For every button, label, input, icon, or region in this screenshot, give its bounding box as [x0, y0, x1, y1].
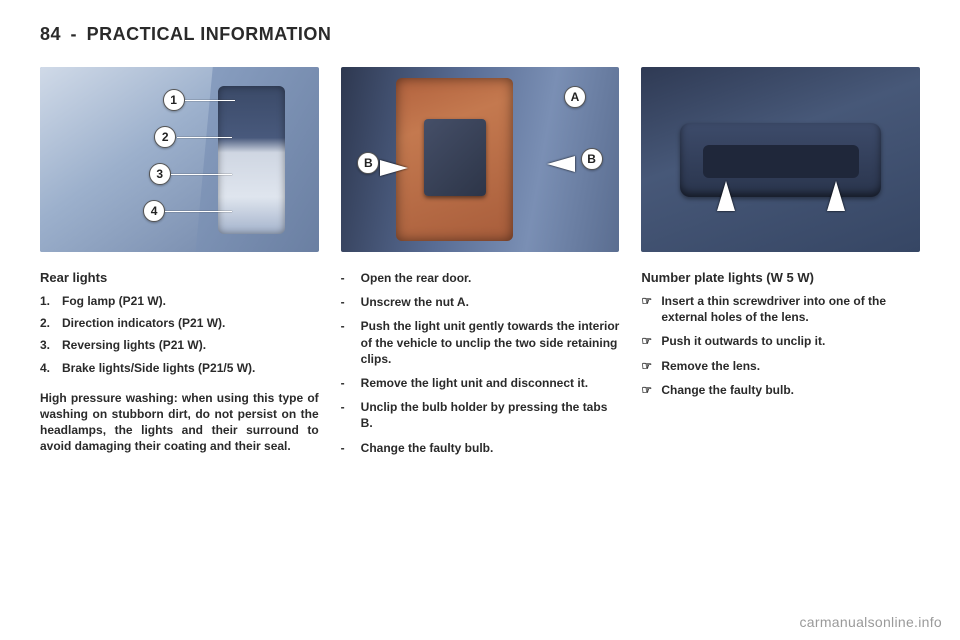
item-text: Direction indicators (P21 W).	[62, 315, 225, 331]
callout-a: A	[564, 86, 586, 108]
bullet: -	[341, 294, 361, 310]
list-item: -Remove the light unit and disconnect it…	[341, 375, 620, 391]
item-text: Push it outwards to unclip it.	[661, 333, 825, 349]
leader-4	[165, 211, 232, 212]
arrow-up-left-icon	[717, 181, 735, 211]
content-columns: 1 2 3 4 Rear lights 1.Fog lamp (P21 W). …	[40, 67, 920, 464]
callout-b-left: B	[357, 152, 379, 174]
item-text: Unclip the bulb holder by pressing the t…	[361, 399, 620, 431]
arrow-up-right-icon	[827, 181, 845, 211]
callout-3: 3	[149, 163, 171, 185]
bullet: ☞	[641, 358, 661, 374]
item-text: Brake lights/Side lights (P21/5 W).	[62, 360, 255, 376]
removal-steps-list: -Open the rear door. -Unscrew the nut A.…	[341, 270, 620, 456]
list-item: ☞Remove the lens.	[641, 358, 920, 374]
number-plate-heading: Number plate lights (W 5 W)	[641, 270, 920, 285]
bullet: -	[341, 375, 361, 391]
list-item: ☞Insert a thin screwdriver into one of t…	[641, 293, 920, 325]
column-2: A B B -Open the rear door. -Unscrew the …	[341, 67, 620, 464]
bullet: -	[341, 270, 361, 286]
arrow-right-icon	[380, 160, 408, 176]
washing-note: High pressure washing: when using this t…	[40, 390, 319, 455]
list-item: -Change the faulty bulb.	[341, 440, 620, 456]
list-item: -Unscrew the nut A.	[341, 294, 620, 310]
bullet: ☞	[641, 293, 661, 325]
list-item: -Open the rear door.	[341, 270, 620, 286]
bullet: ☞	[641, 333, 661, 349]
list-item: 2.Direction indicators (P21 W).	[40, 315, 319, 331]
callout-b-right: B	[581, 148, 603, 170]
item-text: Fog lamp (P21 W).	[62, 293, 166, 309]
bullet: -	[341, 440, 361, 456]
figure-number-plate-light	[641, 67, 920, 252]
rear-lights-heading: Rear lights	[40, 270, 319, 285]
list-item: -Push the light unit gently towards the …	[341, 318, 620, 367]
leader-3	[171, 174, 232, 175]
list-item: ☞Change the faulty bulb.	[641, 382, 920, 398]
column-1: 1 2 3 4 Rear lights 1.Fog lamp (P21 W). …	[40, 67, 319, 464]
bulb-holder-board	[424, 119, 485, 197]
number-plate-steps-list: ☞Insert a thin screwdriver into one of t…	[641, 293, 920, 398]
bullet: -	[341, 399, 361, 431]
callout-1: 1	[163, 89, 185, 111]
list-item: ☞Push it outwards to unclip it.	[641, 333, 920, 349]
item-text: Remove the lens.	[661, 358, 760, 374]
car-body-panel	[40, 67, 213, 252]
item-text: Remove the light unit and disconnect it.	[361, 375, 588, 391]
item-text: Insert a thin screwdriver into one of th…	[661, 293, 920, 325]
item-text: Unscrew the nut A.	[361, 294, 469, 310]
list-item: 3.Reversing lights (P21 W).	[40, 337, 319, 353]
item-number: 3.	[40, 337, 62, 353]
watermark: carmanualsonline.info	[800, 614, 943, 630]
item-text: Push the light unit gently towards the i…	[361, 318, 620, 367]
item-text: Change the faulty bulb.	[361, 440, 494, 456]
item-number: 4.	[40, 360, 62, 376]
leader-1	[185, 100, 235, 101]
item-text: Change the faulty bulb.	[661, 382, 794, 398]
item-number: 2.	[40, 315, 62, 331]
item-text: Open the rear door.	[361, 270, 472, 286]
item-text: Reversing lights (P21 W).	[62, 337, 206, 353]
column-3: Number plate lights (W 5 W) ☞Insert a th…	[641, 67, 920, 464]
item-number: 1.	[40, 293, 62, 309]
bullet: ☞	[641, 382, 661, 398]
list-item: 1.Fog lamp (P21 W).	[40, 293, 319, 309]
handle-slot	[703, 145, 859, 178]
list-item: 4.Brake lights/Side lights (P21/5 W).	[40, 360, 319, 376]
list-item: -Unclip the bulb holder by pressing the …	[341, 399, 620, 431]
arrow-left-icon	[547, 156, 575, 172]
page-number: 84	[40, 24, 61, 44]
rear-lights-list: 1.Fog lamp (P21 W). 2.Direction indicato…	[40, 293, 319, 376]
figure-light-unit-removal: A B B	[341, 67, 620, 252]
bullet: -	[341, 318, 361, 367]
page-header: 84 - PRACTICAL INFORMATION	[40, 24, 920, 45]
header-separator: -	[71, 24, 78, 44]
leader-2	[177, 137, 233, 138]
page-title: PRACTICAL INFORMATION	[87, 24, 332, 44]
figure-rear-lights: 1 2 3 4	[40, 67, 319, 252]
